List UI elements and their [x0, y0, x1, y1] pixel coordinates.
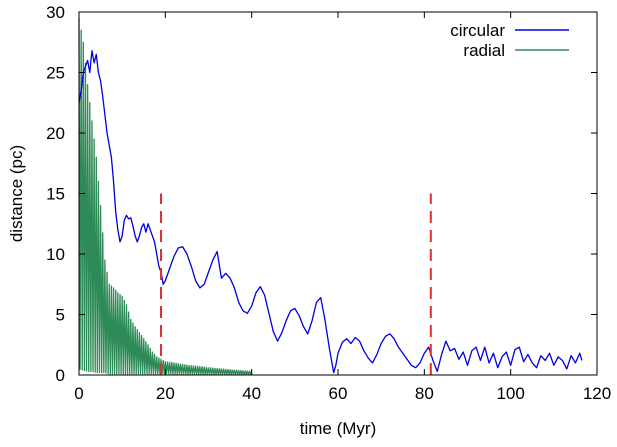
series-line-radial	[78, 18, 253, 376]
x-tick-label: 120	[583, 384, 611, 403]
y-tick-label: 10	[46, 245, 65, 264]
legend-label-radial: radial	[463, 41, 505, 60]
y-tick-label: 25	[46, 64, 65, 83]
series-line-circular	[78, 50, 583, 374]
annotation-layer	[160, 193, 432, 375]
x-tick-label: 80	[415, 384, 434, 403]
x-tick-label: 60	[329, 384, 348, 403]
y-tick-label: 5	[56, 306, 65, 325]
y-tick-label: 20	[46, 124, 65, 143]
x-tick-label: 0	[74, 384, 83, 403]
x-tick-label: 100	[496, 384, 524, 403]
x-tick-label: 20	[156, 384, 175, 403]
y-tick-label: 30	[46, 3, 65, 22]
plot-frame	[78, 11, 598, 376]
y-tick-label: 0	[56, 366, 65, 385]
y-tick-label: 15	[46, 185, 65, 204]
x-axis-label: time (Myr)	[300, 419, 376, 438]
x-tick-label: 40	[242, 384, 261, 403]
legend-label-circular: circular	[450, 21, 505, 40]
tick-layer: 0 20 40 60 80 100 120 0 5 10 15 20 25 30	[46, 3, 611, 403]
y-axis-label: distance (pc)	[7, 145, 26, 242]
series-layer	[78, 18, 583, 376]
